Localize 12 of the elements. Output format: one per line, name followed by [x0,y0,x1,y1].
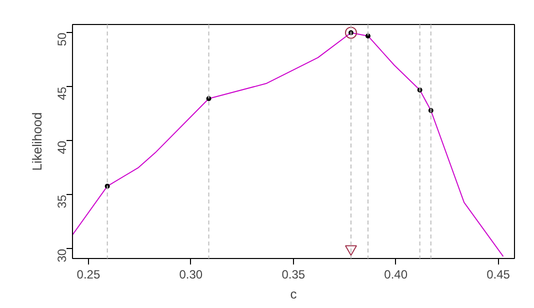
y-tick-label: 50 [55,32,69,46]
x-tick-label: 0.45 [486,268,510,282]
x-tick-label: 0.35 [282,268,306,282]
x-axis-title: c [290,286,298,302]
x-tick-label: 0.40 [384,268,408,282]
y-axis-title: Likelihood [30,112,44,171]
x-tick-label: 0.30 [179,268,203,282]
x-tick-label: 0.25 [76,268,100,282]
y-tick-label: 40 [55,140,69,154]
y-tick-label: 35 [55,194,69,208]
y-tick-label: 30 [55,248,69,262]
y-tick-label: 45 [55,86,69,100]
